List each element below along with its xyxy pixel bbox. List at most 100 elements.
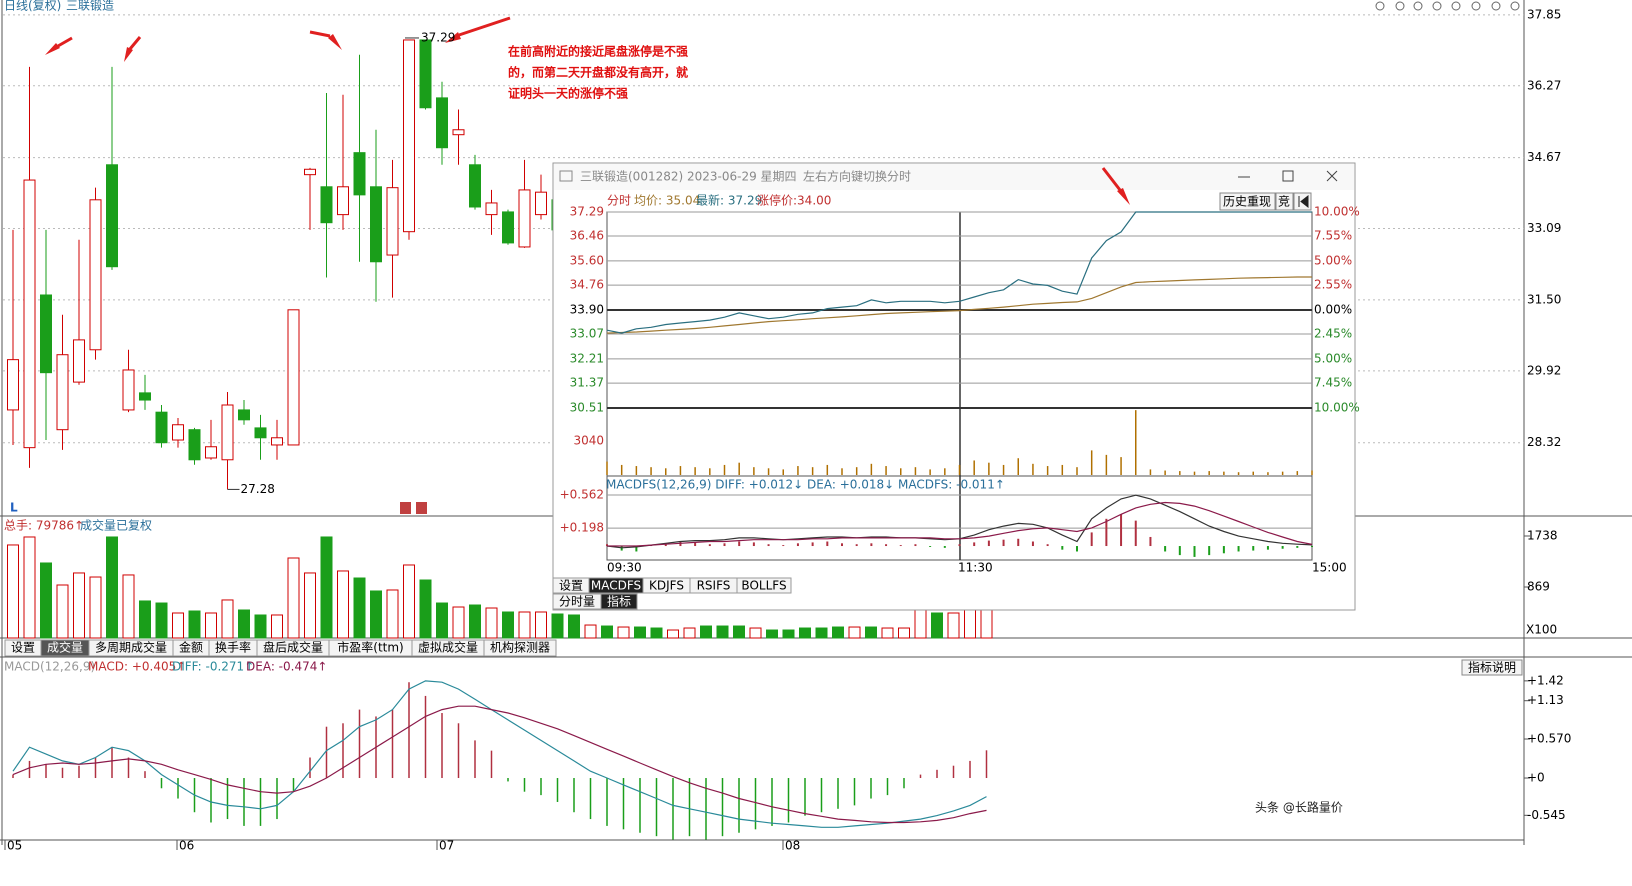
popup-hint: 左右方向键切换分时: [803, 169, 911, 184]
volume-bar: [188, 610, 201, 639]
tab-label: 多周期成交量: [95, 640, 167, 655]
candle-body: [155, 411, 168, 444]
history-button[interactable]: [1219, 192, 1276, 211]
volume-bar: [172, 612, 184, 639]
candle-body: [469, 164, 481, 208]
candle-body: [436, 97, 448, 149]
candle-body: [452, 129, 465, 136]
volume-unit: X100: [1526, 623, 1557, 637]
volume-bar: [898, 627, 910, 639]
volume-bar: [370, 590, 382, 639]
date-label: 08: [785, 839, 800, 853]
candle-body: [485, 202, 498, 216]
stock-name: 三联锻造: [66, 0, 114, 13]
y-tick-label: +0: [1527, 771, 1545, 785]
candle-body: [320, 186, 333, 224]
time-label: 11:30: [958, 561, 993, 575]
macd-label: MACD: +0.405↑: [88, 660, 186, 674]
tab[interactable]: [600, 593, 638, 610]
volume-bar: [122, 574, 135, 639]
y-tick-label: 869: [1527, 579, 1550, 593]
bid-button-label: 竞: [1278, 195, 1290, 209]
pct-tick-label: 10.00%: [1314, 205, 1360, 219]
maximize[interactable]: [1282, 170, 1294, 182]
time-label: 09:30: [607, 561, 642, 575]
volume-bar: [271, 614, 283, 639]
pct-tick-label: 7.55%: [1314, 229, 1352, 243]
candle-body: [56, 354, 69, 431]
volume-bar: [733, 625, 745, 639]
volume-bar: [881, 627, 894, 639]
y-tick-label: 33.09: [1527, 221, 1561, 235]
candle-body: [23, 179, 36, 449]
candle-body: [238, 409, 250, 421]
volume-bar: [7, 544, 19, 639]
tab-label: 设置: [559, 579, 583, 593]
candle-body: [271, 437, 283, 446]
volume-bar: [700, 625, 712, 639]
candle-body: [172, 424, 184, 441]
volume-bar: [469, 604, 481, 639]
volume-bar: [106, 536, 118, 639]
popup-window: 三联锻造(001282) 2023-06-29 星期四 左右方向键切换分时 分时…: [552, 162, 1360, 611]
y-tick-label: 37.85: [1527, 7, 1561, 21]
candle-body: [205, 446, 217, 459]
y-tick-label: 31.50: [1527, 292, 1561, 306]
candle-body: [221, 404, 234, 461]
annotation: 证明头一天的涨停不强: [508, 86, 628, 101]
y-tick-label: 33.07: [570, 326, 604, 340]
volume-bar: [568, 614, 580, 639]
tab[interactable]: [483, 639, 557, 657]
volume-bar: [238, 609, 250, 639]
volume-bar: [155, 602, 168, 639]
limit-label: 涨停价:34.00: [757, 193, 831, 208]
close[interactable]: [1326, 170, 1338, 182]
badge: [400, 502, 411, 514]
y-tick-label: 31.37: [570, 376, 604, 390]
y-tick-label: 32.21: [570, 351, 604, 365]
popup-titlebar: [554, 164, 1354, 190]
indicator-button-label: 指标说明: [1468, 660, 1516, 675]
volume-bar: [73, 572, 85, 639]
candle-body: [403, 39, 415, 233]
toolbar-icons[interactable]: [1375, 1, 1520, 11]
tab[interactable]: [736, 577, 792, 594]
annotation: 在前高附近的接近尾盘涨停是不强: [508, 44, 688, 59]
avg-label: 均价: 35.04: [634, 194, 700, 208]
y-tick-label: 29.92: [1527, 363, 1561, 377]
volume-bar: [832, 626, 844, 639]
y-tick-label: -0.545: [1527, 808, 1566, 822]
candle-body: [139, 392, 151, 401]
volume-bar: [353, 577, 366, 639]
tab-label: 虚拟成交量: [418, 640, 478, 655]
pct-tick-label: 2.55%: [1314, 278, 1352, 292]
pct-tick-label: 5.00%: [1314, 254, 1352, 268]
volume-bar: [650, 627, 663, 639]
candle-body: [535, 191, 547, 216]
candle-body: [337, 186, 349, 216]
pct-tick-label: 7.45%: [1314, 376, 1352, 390]
arrow: [1101, 167, 1122, 191]
volume-bar: [40, 562, 52, 639]
candle-body: [254, 427, 267, 439]
candle-body: [122, 369, 135, 411]
y-tick-label: 34.67: [1527, 150, 1561, 164]
pct-tick-label: 5.00%: [1314, 352, 1352, 366]
diff-label: DIFF: -0.271↑: [172, 660, 254, 674]
candle-body: [419, 39, 432, 109]
back-icon: [1298, 194, 1309, 209]
pct-tick-label: 10.00%: [1314, 401, 1360, 415]
vol-tick-label: 3040: [573, 434, 604, 448]
low-label: 27.28: [241, 482, 275, 496]
y-tick-label: 34.76: [570, 278, 604, 292]
bid-button[interactable]: [1275, 192, 1294, 211]
last-label: 最新: 37.29: [696, 193, 762, 208]
candle-body: [73, 339, 85, 383]
indicator-button[interactable]: [1461, 659, 1523, 676]
tab-label: 金额: [179, 640, 203, 655]
volume-header: 总手: 79786↑: [4, 519, 84, 533]
volume-bar: [766, 629, 778, 639]
volume-bar: [485, 607, 498, 639]
y-tick-label: 35.60: [570, 253, 604, 267]
